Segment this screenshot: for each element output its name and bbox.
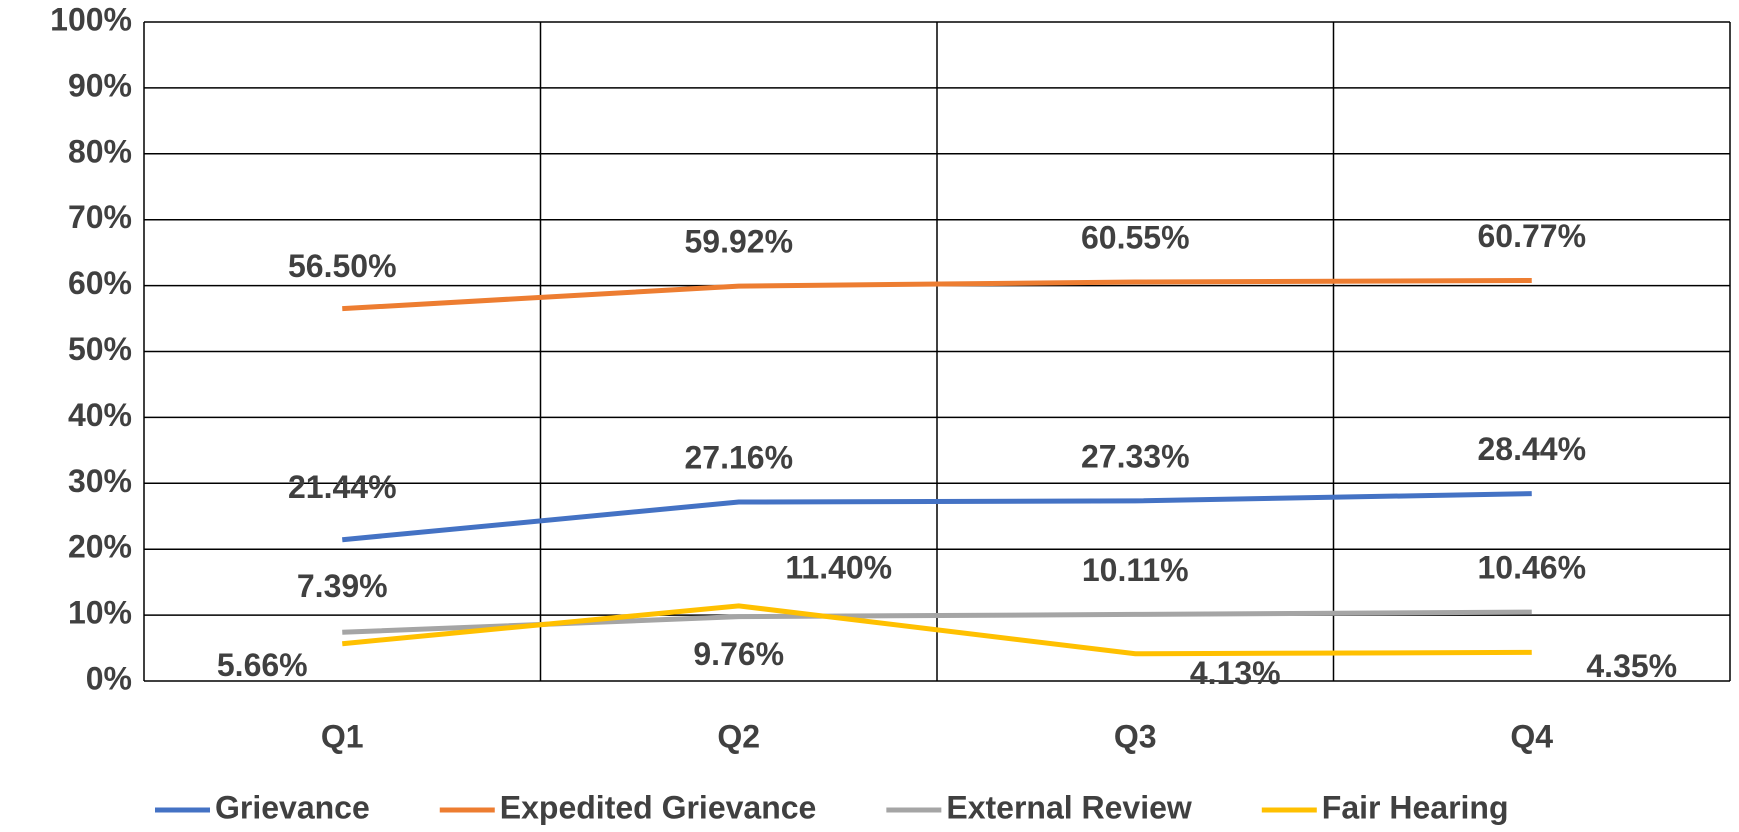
y-tick-label: 20% <box>68 529 132 565</box>
series-line <box>342 603 1532 657</box>
data-label: 4.13% <box>1190 655 1281 691</box>
data-label: 28.44% <box>1477 431 1586 467</box>
data-label: 27.16% <box>684 439 793 475</box>
data-label: 11.40% <box>785 549 892 585</box>
x-tick-label: Q2 <box>717 718 760 754</box>
legend-label: Grievance <box>215 789 370 825</box>
y-tick-label: 30% <box>68 463 132 499</box>
data-label: 5.66% <box>217 647 308 683</box>
legend-label: Fair Hearing <box>1322 789 1509 825</box>
series-line <box>342 491 1532 543</box>
data-label: 21.44% <box>288 469 397 505</box>
y-tick-label: 0% <box>86 660 132 696</box>
data-label: 56.50% <box>288 248 397 284</box>
data-label: 4.35% <box>1586 648 1677 684</box>
y-tick-label: 40% <box>68 397 132 433</box>
data-label: 7.39% <box>297 568 388 604</box>
y-tick-label: 100% <box>50 1 132 37</box>
data-label: 10.11% <box>1082 552 1189 588</box>
y-tick-label: 60% <box>68 265 132 301</box>
data-label: 60.77% <box>1477 218 1586 254</box>
data-label: 27.33% <box>1081 438 1190 474</box>
data-label: 9.76% <box>693 636 784 672</box>
y-tick-label: 80% <box>68 133 132 169</box>
data-label: 60.55% <box>1081 219 1190 255</box>
y-tick-label: 90% <box>68 67 132 103</box>
data-label: 59.92% <box>684 224 793 260</box>
x-tick-label: Q3 <box>1114 718 1157 754</box>
x-tick-label: Q1 <box>321 718 364 754</box>
legend-label: Expedited Grievance <box>500 789 817 825</box>
series-line <box>342 278 1532 312</box>
y-tick-label: 50% <box>68 331 132 367</box>
x-tick-label: Q4 <box>1510 718 1553 754</box>
y-tick-label: 10% <box>68 595 132 631</box>
y-tick-label: 70% <box>68 199 132 235</box>
legend-label: External Review <box>946 789 1192 825</box>
data-label: 10.46% <box>1477 550 1586 586</box>
